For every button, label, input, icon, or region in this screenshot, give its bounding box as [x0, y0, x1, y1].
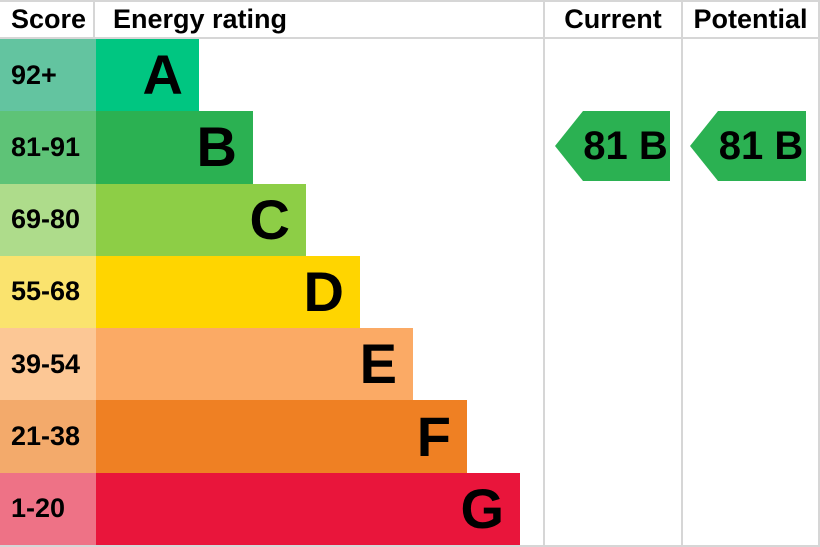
potential-column-divider	[681, 2, 683, 545]
rating-bar-e: E	[96, 328, 413, 401]
rating-bar-g: G	[96, 472, 520, 545]
header-potential: Potential	[693, 4, 808, 34]
score-range-c: 69-80	[0, 183, 96, 256]
rating-bar-b: B	[96, 111, 253, 184]
rating-bar-d: D	[96, 255, 360, 329]
header-column-divider	[93, 2, 95, 37]
potential-rating-label: 81 B	[718, 123, 804, 168]
header-score: Score	[11, 4, 87, 34]
rating-bar-f: F	[96, 400, 467, 473]
score-range-d: 55-68	[0, 255, 96, 329]
rating-scale: 92+ A 81-91 B 69-80 C 55-68 D 39-54 E 21…	[0, 39, 818, 545]
score-range-b: 81-91	[0, 111, 96, 184]
header-current: Current	[564, 4, 662, 34]
current-rating-arrow: 81 B	[555, 111, 670, 181]
score-range-a: 92+	[0, 39, 96, 112]
rating-row-f: 21-38 F	[0, 400, 818, 473]
rating-row-a: 92+ A	[0, 39, 818, 112]
score-range-e: 39-54	[0, 328, 96, 401]
current-column-divider	[543, 2, 545, 545]
rating-row-g: 1-20 G	[0, 472, 818, 545]
score-range-g: 1-20	[0, 472, 96, 545]
rating-bar-c: C	[96, 183, 306, 256]
header-energy-rating: Energy rating	[113, 4, 288, 34]
current-rating-label: 81 B	[583, 123, 668, 168]
rating-bar-a: A	[96, 39, 199, 112]
potential-rating-arrow: 81 B	[690, 111, 806, 181]
rating-row-c: 69-80 C	[0, 183, 818, 256]
table-header: Score Energy rating Current Potential	[0, 2, 818, 39]
rating-row-b: 81-91 B	[0, 111, 818, 184]
rating-row-d: 55-68 D	[0, 255, 818, 329]
rating-row-e: 39-54 E	[0, 328, 818, 401]
score-range-f: 21-38	[0, 400, 96, 473]
